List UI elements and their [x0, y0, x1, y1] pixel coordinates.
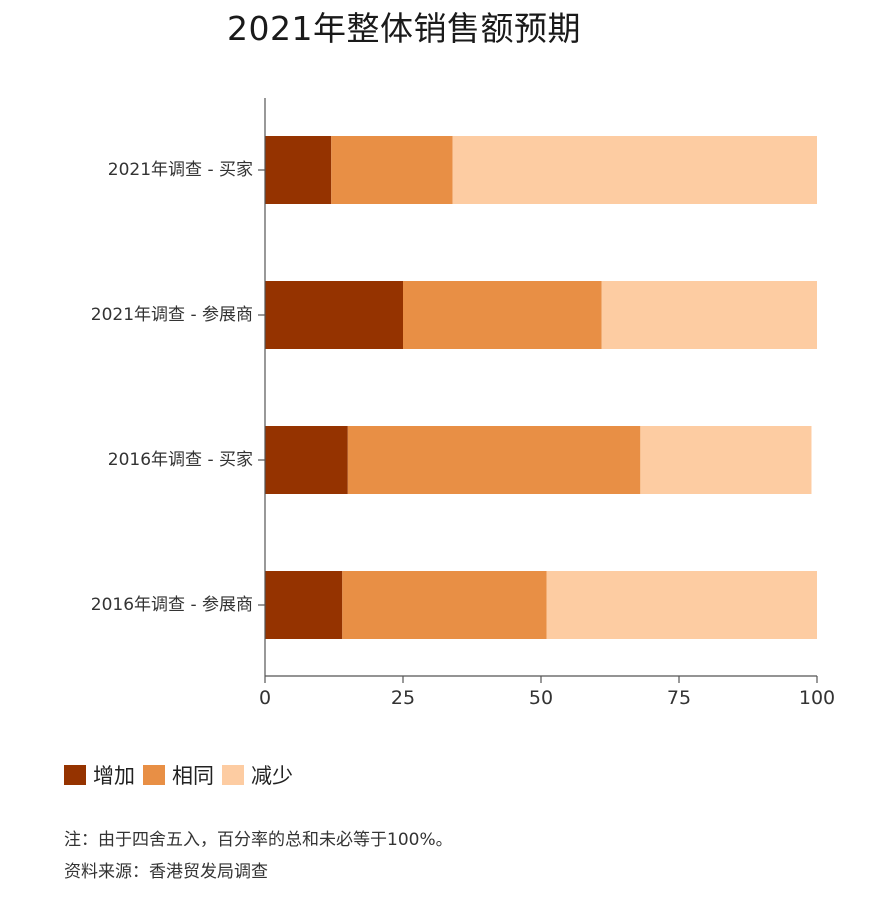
- legend-item-decrease: 减少: [222, 760, 293, 790]
- y-tick-label-2: 2021年调查 - 参展商: [91, 305, 253, 325]
- bar-1-series-1: [265, 136, 332, 204]
- legend-label-increase: 增加: [93, 764, 135, 788]
- y-tick-label-1: 2021年调查 - 买家: [108, 160, 253, 180]
- x-tick-label-75: 75: [667, 687, 691, 709]
- x-tick-label-25: 25: [391, 687, 415, 709]
- legend: 增加 相同 减少: [64, 760, 301, 790]
- bar-2-series-2: [403, 281, 602, 349]
- bar-4-series-2: [342, 571, 547, 639]
- bar-3-series-3: [640, 426, 812, 494]
- bar-2-series-1: [265, 281, 403, 349]
- x-tick-label-100: 100: [799, 687, 835, 709]
- bar-1-series-2: [331, 136, 453, 204]
- bar-2-series-3: [601, 281, 817, 349]
- legend-item-same: 相同: [143, 760, 214, 790]
- x-tick-label-50: 50: [529, 687, 553, 709]
- legend-label-same: 相同: [172, 764, 214, 788]
- bar-4-series-1: [265, 571, 343, 639]
- note-rounding: 注：由于四舍五入，百分率的总和未必等于100%。: [64, 830, 453, 850]
- bar-3-series-1: [265, 426, 348, 494]
- bar-4-series-3: [546, 571, 817, 639]
- legend-item-increase: 增加: [64, 760, 135, 790]
- legend-swatch-increase: [64, 765, 86, 785]
- bar-3-series-2: [347, 426, 641, 494]
- y-tick-label-3: 2016年调查 - 买家: [108, 450, 253, 470]
- legend-swatch-decrease: [222, 765, 244, 785]
- x-tick-label-0: 0: [259, 687, 271, 709]
- y-tick-label-4: 2016年调查 - 参展商: [91, 595, 253, 615]
- legend-swatch-same: [143, 765, 165, 785]
- chart-title: 2021年整体销售额预期: [227, 9, 581, 48]
- note-source: 资料来源：香港贸发局调查: [64, 862, 268, 882]
- bar-1-series-3: [452, 136, 817, 204]
- notes: 注：由于四舍五入，百分率的总和未必等于100%。 资料来源：香港贸发局调查: [64, 824, 453, 888]
- legend-label-decrease: 减少: [251, 764, 293, 788]
